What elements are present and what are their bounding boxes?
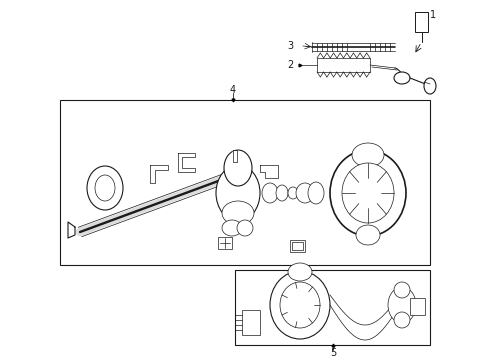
Ellipse shape bbox=[288, 187, 298, 199]
Bar bbox=[235, 270, 430, 345]
Ellipse shape bbox=[308, 182, 324, 204]
Ellipse shape bbox=[394, 72, 410, 84]
Ellipse shape bbox=[216, 165, 260, 221]
Polygon shape bbox=[150, 165, 168, 183]
Ellipse shape bbox=[394, 282, 410, 298]
Ellipse shape bbox=[222, 201, 254, 225]
Polygon shape bbox=[260, 165, 278, 178]
Ellipse shape bbox=[296, 183, 314, 203]
Ellipse shape bbox=[237, 220, 253, 236]
Bar bbox=[290, 240, 305, 252]
Ellipse shape bbox=[262, 183, 278, 203]
Polygon shape bbox=[260, 165, 278, 178]
Bar bbox=[292, 242, 303, 250]
Bar bbox=[415, 12, 428, 32]
Text: 3: 3 bbox=[287, 41, 293, 51]
Polygon shape bbox=[178, 153, 195, 172]
Ellipse shape bbox=[394, 312, 410, 328]
Ellipse shape bbox=[330, 150, 406, 236]
Text: 5: 5 bbox=[330, 348, 336, 358]
Ellipse shape bbox=[288, 263, 312, 281]
Text: 4: 4 bbox=[230, 85, 236, 95]
Polygon shape bbox=[178, 153, 195, 172]
Polygon shape bbox=[68, 222, 75, 238]
Ellipse shape bbox=[342, 163, 394, 223]
Bar bbox=[218, 237, 232, 249]
Ellipse shape bbox=[352, 143, 384, 167]
Ellipse shape bbox=[270, 271, 330, 339]
Bar bbox=[60, 100, 430, 265]
Ellipse shape bbox=[356, 225, 380, 245]
Bar bbox=[242, 310, 260, 335]
Ellipse shape bbox=[388, 287, 416, 323]
Ellipse shape bbox=[276, 185, 288, 201]
Ellipse shape bbox=[280, 282, 320, 328]
Polygon shape bbox=[233, 150, 237, 162]
Ellipse shape bbox=[224, 150, 252, 186]
Ellipse shape bbox=[222, 220, 242, 236]
Text: 2: 2 bbox=[287, 60, 293, 70]
Ellipse shape bbox=[87, 166, 123, 210]
Polygon shape bbox=[150, 165, 168, 183]
Polygon shape bbox=[68, 222, 75, 238]
Bar bbox=[410, 298, 425, 315]
Ellipse shape bbox=[95, 175, 115, 201]
Text: 1: 1 bbox=[430, 10, 436, 20]
Ellipse shape bbox=[424, 78, 436, 94]
